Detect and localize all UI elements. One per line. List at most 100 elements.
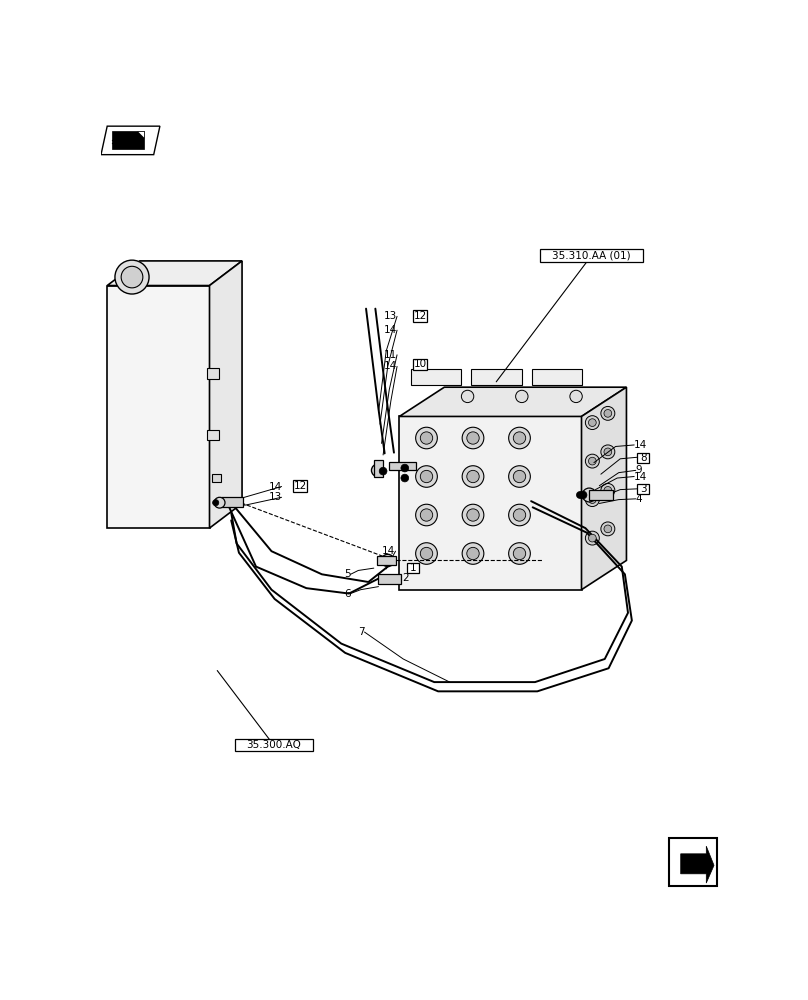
Circle shape (601, 483, 615, 497)
Circle shape (420, 470, 433, 483)
Text: 7: 7 (358, 627, 364, 637)
Polygon shape (107, 261, 242, 286)
Circle shape (121, 266, 143, 288)
Circle shape (585, 531, 600, 545)
Text: 35.310.AA (01): 35.310.AA (01) (552, 251, 631, 261)
Circle shape (513, 547, 526, 560)
Text: 10: 10 (414, 359, 427, 369)
Circle shape (585, 416, 600, 430)
Circle shape (379, 467, 387, 475)
Bar (389, 462, 416, 470)
Bar (235, 739, 313, 751)
Circle shape (214, 497, 225, 508)
Bar (589, 490, 612, 500)
Circle shape (213, 500, 219, 506)
Circle shape (509, 466, 530, 487)
Circle shape (509, 543, 530, 564)
Text: 12: 12 (414, 311, 427, 321)
Circle shape (415, 427, 437, 449)
Text: 11: 11 (384, 350, 397, 360)
Bar (532, 369, 583, 385)
Text: 4: 4 (636, 494, 642, 504)
Text: 13: 13 (384, 311, 397, 321)
Circle shape (585, 493, 600, 507)
Circle shape (570, 390, 583, 403)
Circle shape (516, 390, 528, 403)
Circle shape (588, 496, 596, 503)
Circle shape (601, 522, 615, 536)
Circle shape (115, 260, 149, 294)
Bar (541, 249, 642, 262)
Polygon shape (582, 387, 626, 590)
Circle shape (462, 466, 484, 487)
Bar (407, 563, 419, 573)
Circle shape (420, 509, 433, 521)
Circle shape (467, 547, 479, 560)
Text: 35.300.AQ: 35.300.AQ (246, 740, 301, 750)
Circle shape (462, 427, 484, 449)
Circle shape (579, 491, 587, 499)
Circle shape (576, 492, 583, 498)
Circle shape (601, 406, 615, 420)
Polygon shape (680, 846, 714, 883)
Circle shape (604, 448, 612, 456)
Circle shape (401, 464, 409, 472)
Circle shape (415, 543, 437, 564)
Circle shape (604, 525, 612, 533)
Circle shape (420, 432, 433, 444)
Circle shape (604, 410, 612, 417)
Bar (414, 359, 427, 370)
Text: 9: 9 (636, 465, 642, 475)
Polygon shape (399, 416, 582, 590)
Bar (377, 574, 401, 584)
Bar (638, 453, 649, 463)
Text: 14: 14 (634, 472, 647, 482)
Bar (374, 460, 383, 477)
Circle shape (372, 464, 384, 477)
Text: 8: 8 (640, 453, 646, 463)
Text: 6: 6 (344, 589, 351, 599)
Polygon shape (209, 261, 242, 528)
Circle shape (462, 543, 484, 564)
Circle shape (381, 554, 394, 567)
Circle shape (588, 534, 596, 542)
Text: 14: 14 (382, 546, 395, 556)
Bar (221, 497, 243, 507)
Text: 14: 14 (384, 325, 397, 335)
Circle shape (601, 445, 615, 459)
Circle shape (585, 454, 600, 468)
Polygon shape (137, 131, 145, 138)
Text: 12: 12 (293, 481, 307, 491)
Circle shape (588, 457, 596, 465)
Bar (411, 369, 461, 385)
Circle shape (588, 419, 596, 426)
Circle shape (509, 427, 530, 449)
Polygon shape (107, 286, 209, 528)
Polygon shape (112, 131, 145, 149)
Circle shape (604, 487, 612, 494)
Text: 3: 3 (640, 484, 646, 494)
Bar (207, 368, 219, 379)
Circle shape (462, 504, 484, 526)
Circle shape (401, 474, 409, 482)
Bar (207, 430, 219, 440)
Circle shape (583, 488, 596, 502)
Circle shape (509, 504, 530, 526)
Text: 14: 14 (384, 361, 397, 371)
Bar (669, 838, 718, 886)
Polygon shape (399, 387, 626, 416)
Circle shape (467, 509, 479, 521)
Bar (414, 310, 427, 322)
Bar (638, 484, 649, 494)
Circle shape (415, 504, 437, 526)
Circle shape (513, 509, 526, 521)
Text: 1: 1 (410, 563, 416, 573)
Text: 2: 2 (402, 573, 409, 583)
Text: 14: 14 (268, 482, 281, 492)
Text: 14: 14 (634, 440, 647, 450)
Bar (377, 556, 395, 565)
Circle shape (461, 390, 473, 403)
Text: 13: 13 (268, 492, 281, 502)
Bar (471, 369, 522, 385)
Circle shape (420, 547, 433, 560)
